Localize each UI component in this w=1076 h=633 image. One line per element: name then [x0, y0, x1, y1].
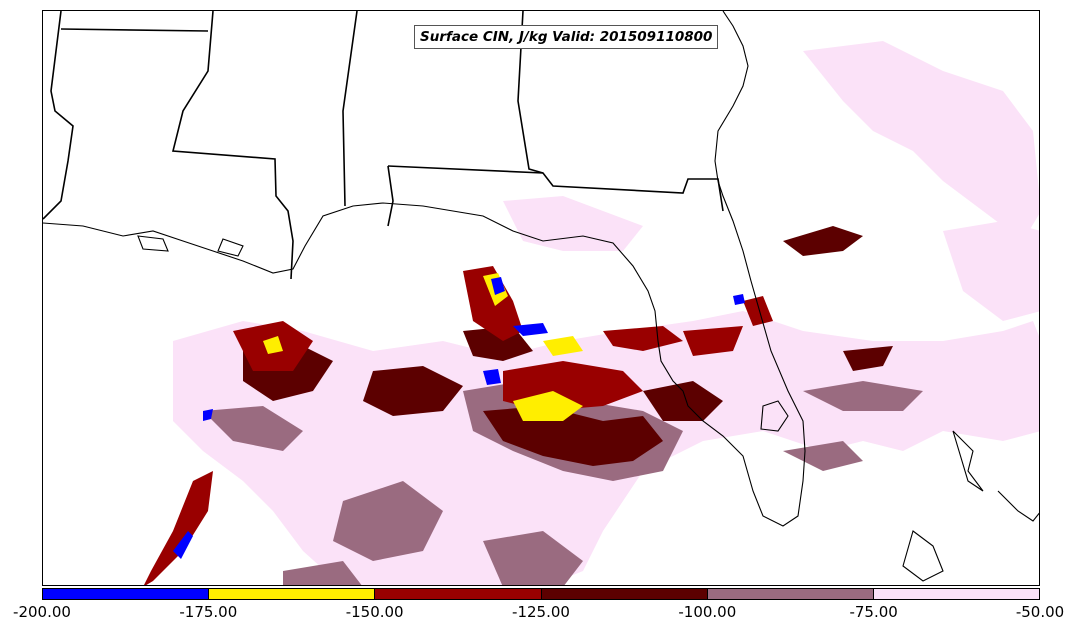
colorbar-tick: -75.00	[849, 603, 898, 621]
colorbar-bin-1	[209, 589, 376, 599]
cin-field-yellow	[263, 273, 583, 421]
colorbar-tick: -175.00	[179, 603, 238, 621]
cin-field-light	[173, 41, 1039, 585]
colorbar-bin-2	[375, 589, 542, 599]
map-title: Surface CIN, J/kg Valid: 201509110800	[414, 25, 719, 49]
colorbar-tick: -50.00	[1015, 603, 1065, 621]
gulf-coastline	[43, 11, 1039, 582]
colorbar-bin-0	[43, 589, 210, 599]
coastline-borders	[43, 11, 724, 280]
colorbar-ticks: -200.00 -175.00 -150.00 -125.00 -100.00 …	[0, 603, 1076, 625]
colorbar-tick: -125.00	[512, 603, 570, 621]
colorbar-tick: -150.00	[345, 603, 404, 621]
colorbar-bin-5	[873, 589, 1040, 599]
colorbar-bin-4	[707, 589, 874, 599]
cin-field-blue	[173, 277, 745, 559]
map-panel: Surface CIN, J/kg Valid: 201509110800	[42, 10, 1040, 586]
colorbar-tick: -200.00	[13, 603, 71, 621]
colorbar-tick: -100.00	[678, 603, 737, 621]
cin-map	[43, 11, 1039, 585]
colorbar-bin-3	[541, 589, 708, 599]
colorbar	[42, 588, 1040, 600]
cin-field-red	[144, 266, 773, 585]
